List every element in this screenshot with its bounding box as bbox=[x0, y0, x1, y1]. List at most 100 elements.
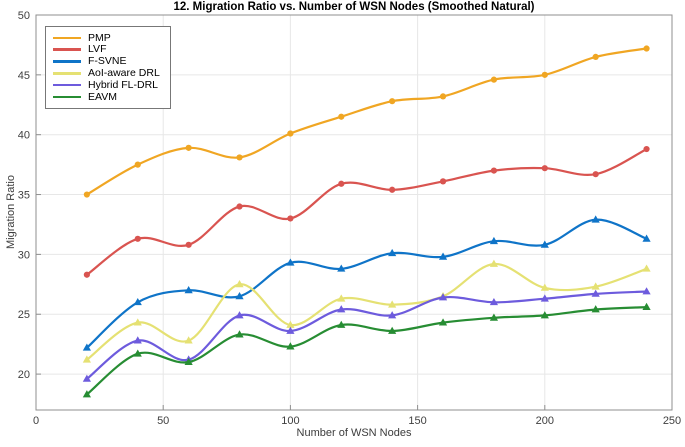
marker-pmp bbox=[439, 93, 447, 100]
marker-hybrid-fl-drl bbox=[133, 336, 142, 344]
marker-hybrid-fl-drl bbox=[642, 287, 651, 295]
legend-label: EAVM bbox=[88, 90, 117, 103]
marker-hybrid-fl-drl bbox=[235, 311, 244, 319]
marker-lvf bbox=[490, 167, 498, 174]
legend-item-f-svne: F-SVNE bbox=[53, 56, 160, 68]
y-tick-label: 45 bbox=[18, 70, 30, 82]
x-tick-label: 100 bbox=[281, 415, 299, 427]
marker-lvf bbox=[338, 180, 345, 187]
marker-hybrid-fl-drl bbox=[286, 326, 295, 334]
chart-title: 12. Migration Ratio vs. Number of WSN No… bbox=[173, 1, 535, 13]
marker-pmp bbox=[134, 161, 141, 168]
marker-hybrid-fl-drl bbox=[337, 305, 346, 313]
marker-eavm bbox=[438, 318, 448, 326]
marker-lvf bbox=[83, 271, 90, 278]
marker-eavm bbox=[286, 342, 295, 350]
marker-eavm bbox=[642, 302, 651, 310]
series-line-f-svne bbox=[85, 218, 648, 349]
series-line-pmp bbox=[85, 47, 648, 196]
axis-box bbox=[35, 14, 673, 411]
marker-lvf bbox=[185, 241, 192, 248]
marker-f-svne bbox=[540, 240, 549, 248]
marker-hybrid-fl-drl bbox=[591, 289, 600, 297]
marker-eavm bbox=[133, 349, 142, 357]
y-tick-label: 35 bbox=[18, 190, 30, 202]
marker-f-svne bbox=[286, 258, 295, 266]
marker-aoi-aware-drl bbox=[489, 259, 499, 267]
marker-lvf bbox=[541, 165, 548, 172]
legend-label: Hybrid FL-DRL bbox=[88, 78, 159, 91]
marker-f-svne bbox=[642, 234, 651, 242]
marker-lvf bbox=[287, 215, 294, 222]
marker-aoi-aware-drl bbox=[540, 283, 549, 291]
legend-item-lvf: LVF bbox=[53, 44, 160, 56]
marker-f-svne bbox=[82, 343, 91, 351]
marker-aoi-aware-drl bbox=[133, 318, 142, 326]
marker-f-svne bbox=[438, 252, 448, 260]
marker-f-svne bbox=[235, 291, 244, 300]
marker-f-svne bbox=[184, 286, 193, 294]
marker-pmp bbox=[389, 98, 396, 105]
marker-lvf bbox=[134, 235, 141, 242]
series-line-eavm bbox=[85, 306, 648, 396]
legend-label: F-SVNE bbox=[88, 55, 127, 68]
legend-item-hybrid-fl-drl: Hybrid FL-DRL bbox=[53, 79, 160, 91]
legend-item-eavm: EAVM bbox=[53, 91, 160, 103]
x-tick-label: 0 bbox=[33, 415, 39, 427]
marker-aoi-aware-drl bbox=[337, 294, 346, 302]
marker-eavm bbox=[235, 330, 244, 338]
marker-pmp bbox=[643, 45, 650, 52]
x-tick-label: 200 bbox=[536, 415, 554, 427]
marker-f-svne bbox=[337, 264, 346, 272]
x-tick-label: 50 bbox=[157, 415, 169, 427]
marker-aoi-aware-drl bbox=[235, 280, 244, 288]
y-tick-label: 50 bbox=[18, 10, 30, 22]
marker-aoi-aware-drl bbox=[286, 320, 295, 328]
marker-pmp bbox=[490, 76, 498, 83]
marker-lvf bbox=[236, 203, 243, 210]
x-tick-label: 250 bbox=[663, 415, 681, 427]
marker-eavm bbox=[489, 313, 499, 321]
marker-pmp bbox=[185, 144, 192, 151]
x-tick-label: 150 bbox=[408, 415, 426, 427]
series-line-hybrid-fl-drl bbox=[85, 290, 648, 380]
marker-pmp bbox=[338, 113, 345, 120]
marker-pmp bbox=[287, 130, 294, 137]
legend-line-swatch bbox=[53, 36, 81, 40]
y-tick-label: 40 bbox=[18, 130, 30, 142]
y-tick-label: 30 bbox=[18, 249, 30, 261]
legend-label: AoI-aware DRL bbox=[88, 67, 160, 80]
legend-line-swatch bbox=[53, 83, 81, 87]
marker-eavm bbox=[591, 305, 600, 313]
marker-hybrid-fl-drl bbox=[438, 293, 448, 301]
marker-hybrid-fl-drl bbox=[388, 311, 397, 319]
y-tick-label: 20 bbox=[18, 369, 30, 381]
legend-line-swatch bbox=[53, 48, 81, 51]
marker-f-svne bbox=[489, 236, 499, 245]
legend: PMP LVF F-SVNE AoI-aware DRL Hybrid FL-DRL EA… bbox=[45, 26, 171, 109]
marker-aoi-aware-drl bbox=[82, 355, 91, 363]
marker-lvf bbox=[439, 178, 447, 185]
legend-item-aoi-aware-drl: AoI-aware DRL bbox=[53, 67, 160, 79]
marker-pmp bbox=[592, 53, 599, 60]
marker-f-svne bbox=[133, 297, 142, 306]
marker-lvf bbox=[643, 145, 650, 153]
marker-f-svne bbox=[388, 248, 397, 257]
legend-line-swatch bbox=[53, 71, 81, 75]
legend-line-swatch bbox=[53, 95, 81, 99]
marker-aoi-aware-drl bbox=[642, 264, 651, 272]
marker-lvf bbox=[592, 171, 599, 178]
legend-label: PMP bbox=[88, 31, 111, 44]
x-axis-label: Number of WSN Nodes bbox=[296, 427, 412, 439]
marker-eavm bbox=[337, 320, 346, 328]
marker-lvf bbox=[389, 186, 396, 193]
marker-hybrid-fl-drl bbox=[540, 294, 549, 302]
marker-hybrid-fl-drl bbox=[489, 297, 499, 306]
marker-aoi-aware-drl bbox=[388, 300, 397, 308]
legend-item-pmp: PMP bbox=[53, 32, 160, 44]
marker-eavm bbox=[82, 390, 91, 398]
legend-line-swatch bbox=[53, 60, 81, 63]
marker-f-svne bbox=[591, 215, 600, 223]
marker-pmp bbox=[541, 71, 548, 78]
